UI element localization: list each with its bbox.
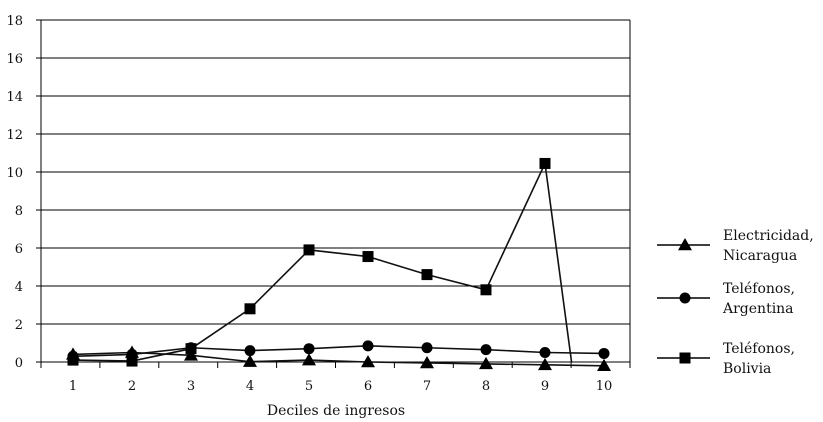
- x-tick-label: 2: [128, 379, 136, 394]
- x-axis-title: Deciles de ingresos: [267, 403, 405, 419]
- data-point: [539, 157, 551, 169]
- data-point: [244, 303, 256, 315]
- data-point: [126, 355, 138, 367]
- x-axis-ticks: 1 2 3 4 5 6 7 8 9 10: [40, 362, 631, 394]
- data-point: [420, 355, 434, 369]
- data-point: [421, 342, 433, 354]
- data-point: [480, 284, 492, 296]
- series-telefonos-argentina: [67, 340, 610, 362]
- legend-item: Teléfonos, Argentina: [657, 281, 795, 317]
- legend-marker: [678, 238, 692, 251]
- y-tick-label: 6: [15, 242, 23, 257]
- y-tick-label: 4: [15, 280, 23, 295]
- data-point: [302, 353, 316, 366]
- data-point: [244, 345, 256, 357]
- y-tick-label: 16: [6, 52, 23, 67]
- series-telefonos-bolivia: [67, 157, 573, 367]
- x-tick-label: 3: [187, 379, 195, 394]
- data-point: [362, 251, 374, 263]
- x-tick-label: 8: [482, 379, 490, 394]
- x-tick-label: 5: [305, 379, 313, 394]
- y-tick-label: 18: [6, 14, 23, 29]
- data-point: [185, 343, 197, 355]
- data-point: [243, 354, 257, 367]
- gridlines: [41, 19, 630, 325]
- x-tick-label: 4: [246, 379, 254, 394]
- data-point: [303, 244, 315, 256]
- data-point: [362, 340, 374, 352]
- legend-label: Electricidad,: [723, 228, 814, 244]
- legend: Electricidad, Nicaragua Teléfonos, Argentin…: [657, 228, 814, 377]
- y-tick-label: 0: [15, 356, 23, 371]
- data-point: [184, 348, 198, 361]
- y-tick-label: 8: [15, 204, 23, 219]
- legend-item: Electricidad, Nicaragua: [657, 228, 814, 264]
- y-tick-label: 2: [15, 318, 23, 333]
- x-tick-label: 7: [423, 379, 431, 394]
- data-point: [479, 356, 493, 370]
- y-tick-label: 14: [6, 90, 23, 105]
- axes: [40, 20, 631, 363]
- data-point: [303, 343, 315, 355]
- data-point: [480, 344, 492, 356]
- data-point: [597, 358, 611, 372]
- legend-label: Bolivia: [723, 361, 771, 377]
- series-layer: [66, 157, 611, 372]
- data-point: [421, 269, 433, 281]
- series-line: [72, 345, 605, 358]
- x-tick-label: 10: [596, 379, 613, 394]
- data-point: [598, 347, 610, 359]
- legend-label: Nicaragua: [723, 248, 797, 264]
- data-point: [361, 355, 375, 368]
- legend-marker: [679, 352, 691, 364]
- data-point: [67, 354, 79, 366]
- y-axis-ticks: 0 2 4 6 8 10 12 14 16 18: [6, 14, 41, 371]
- x-tick-label: 9: [541, 379, 549, 394]
- y-tick-label: 10: [6, 166, 23, 181]
- legend-label: Teléfonos,: [723, 341, 795, 357]
- data-point: [538, 357, 552, 371]
- legend-label: Teléfonos,: [723, 281, 795, 297]
- legend-label: Argentina: [722, 301, 794, 317]
- y-tick-label: 12: [6, 128, 23, 143]
- series-line: [72, 351, 605, 367]
- legend-marker: [679, 292, 691, 304]
- legend-item: Teléfonos, Bolivia: [657, 341, 795, 377]
- data-point: [539, 347, 551, 358]
- x-tick-label: 1: [69, 379, 77, 394]
- series-line: [72, 160, 573, 363]
- x-tick-label: 6: [364, 379, 372, 394]
